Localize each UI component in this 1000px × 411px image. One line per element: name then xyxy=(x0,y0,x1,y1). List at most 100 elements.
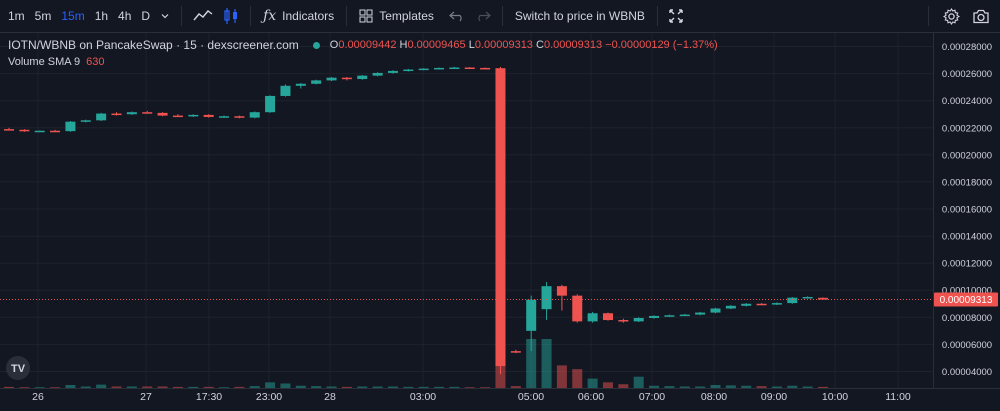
candle-body xyxy=(265,95,276,113)
volume-bar xyxy=(480,387,491,388)
gear-icon[interactable] xyxy=(935,0,968,33)
volume-bar xyxy=(80,386,91,388)
volume-bar xyxy=(403,386,414,388)
candle-body xyxy=(188,114,199,117)
candle-body xyxy=(649,315,660,318)
candle-body xyxy=(818,297,828,300)
price-tick-label: 0.00012000 xyxy=(942,259,992,270)
price-axis[interactable]: 0.00028000 0.00026000 0.00024000 0.00022000… xyxy=(942,42,992,378)
divider xyxy=(656,6,658,26)
time-tick-label: 10:00 xyxy=(822,391,848,403)
candle-body xyxy=(464,67,475,70)
volume-bar xyxy=(664,386,675,388)
camera-icon[interactable] xyxy=(968,0,1000,33)
volume-bar xyxy=(679,386,690,388)
volume-bar xyxy=(326,386,337,388)
price-tick-label: 0.00028000 xyxy=(942,42,992,53)
price-tick-label: 0.00014000 xyxy=(942,232,992,243)
volume-legend: Volume SMA 9 630 xyxy=(8,56,105,68)
candle-body xyxy=(403,69,414,72)
candles-chart-icon[interactable] xyxy=(218,0,244,33)
volume-bar xyxy=(111,386,122,388)
price-chart[interactable]: 0.00028000 0.00026000 0.00024000 0.00022000… xyxy=(0,33,1000,411)
svg-text:TV: TV xyxy=(11,363,26,375)
volume-bar xyxy=(295,385,306,388)
candle-body xyxy=(50,130,61,133)
timeframe-4h[interactable]: 4h xyxy=(118,8,132,23)
candle-body xyxy=(96,113,107,121)
timeframe-1h[interactable]: 1h xyxy=(94,8,109,23)
volume-bar xyxy=(65,384,76,388)
divider xyxy=(928,6,929,26)
candle-body xyxy=(280,85,291,96)
volume-bar xyxy=(618,384,629,388)
volume-bar xyxy=(219,387,230,388)
price-tick-label: 0.00020000 xyxy=(942,150,992,161)
candle-body xyxy=(618,320,629,322)
volume-bar xyxy=(387,386,398,388)
candle-body xyxy=(295,83,306,86)
redo-icon[interactable] xyxy=(470,0,496,33)
candles xyxy=(4,66,828,375)
timeframe-d[interactable]: D xyxy=(141,8,151,23)
fullscreen-icon[interactable] xyxy=(664,0,688,33)
templates-label: Templates xyxy=(379,9,434,23)
timeframe-15m[interactable]: 15m xyxy=(61,8,85,23)
volume-bar xyxy=(157,386,168,388)
candle-body xyxy=(111,113,122,116)
symbol-title[interactable]: IOTN/WBNB on PancakeSwap · 15 · dexscree… xyxy=(8,38,299,52)
candle-body xyxy=(664,315,675,317)
timeframe-1m[interactable]: 1m xyxy=(8,8,25,23)
volume-bar xyxy=(203,386,214,388)
candle-body xyxy=(725,305,736,309)
time-tick-label: 23:00 xyxy=(256,391,282,403)
price-tick-label: 0.00004000 xyxy=(942,367,992,378)
chevron-down-icon[interactable] xyxy=(155,0,175,33)
candle-body xyxy=(34,130,45,133)
ohlc-values: O0.00009442 H0.00009465 L0.00009313 C0.0… xyxy=(329,39,718,51)
volume-bars xyxy=(4,290,828,388)
candle-body xyxy=(710,308,721,313)
volume-bar xyxy=(695,386,706,388)
volume-bar xyxy=(587,378,598,388)
candle-body xyxy=(126,112,137,115)
candle-body xyxy=(695,312,706,315)
candle-body xyxy=(526,299,537,331)
divider xyxy=(501,6,503,26)
candle-body xyxy=(219,116,230,118)
volume-bar xyxy=(771,386,782,388)
candle-body xyxy=(19,129,30,132)
volume-bar xyxy=(372,386,383,388)
time-tick-label: 07:00 xyxy=(639,391,665,403)
time-tick-label: 03:00 xyxy=(410,391,436,403)
price-tick-label: 0.00006000 xyxy=(942,340,992,351)
volume-bar xyxy=(265,382,276,388)
volume-bar xyxy=(818,386,828,388)
switch-price-button[interactable]: Switch to price in WBNB xyxy=(514,9,645,23)
candle-body xyxy=(556,286,567,296)
candle-body xyxy=(572,295,583,322)
volume-bar xyxy=(172,386,183,388)
grid-lines xyxy=(0,33,933,388)
templates-button[interactable]: Templates xyxy=(353,0,440,33)
volume-bar xyxy=(725,385,736,388)
volume-bar xyxy=(341,386,352,388)
candle-body xyxy=(249,112,260,118)
undo-icon[interactable] xyxy=(444,0,470,33)
candle-body xyxy=(787,297,798,304)
divider xyxy=(250,6,252,26)
volume-bar xyxy=(249,386,260,388)
candle-body xyxy=(311,80,322,84)
volume-bar xyxy=(541,339,552,388)
time-tick-label: 27 xyxy=(140,391,152,403)
price-tick-label: 0.00016000 xyxy=(942,205,992,216)
line-chart-icon[interactable] xyxy=(188,0,218,33)
candle-body xyxy=(157,112,168,116)
candle-body xyxy=(633,317,644,322)
timeframe-5m[interactable]: 5m xyxy=(34,8,52,23)
indicators-button[interactable]: ƒx Indicators xyxy=(257,0,340,33)
candle-body xyxy=(326,77,337,81)
price-tick-label: 0.00022000 xyxy=(942,123,992,134)
time-axis[interactable]: 26 27 17:30 23:00 28 03:00 05:00 06:00 07:00 08:0… xyxy=(32,391,911,403)
candle-body xyxy=(587,313,598,322)
